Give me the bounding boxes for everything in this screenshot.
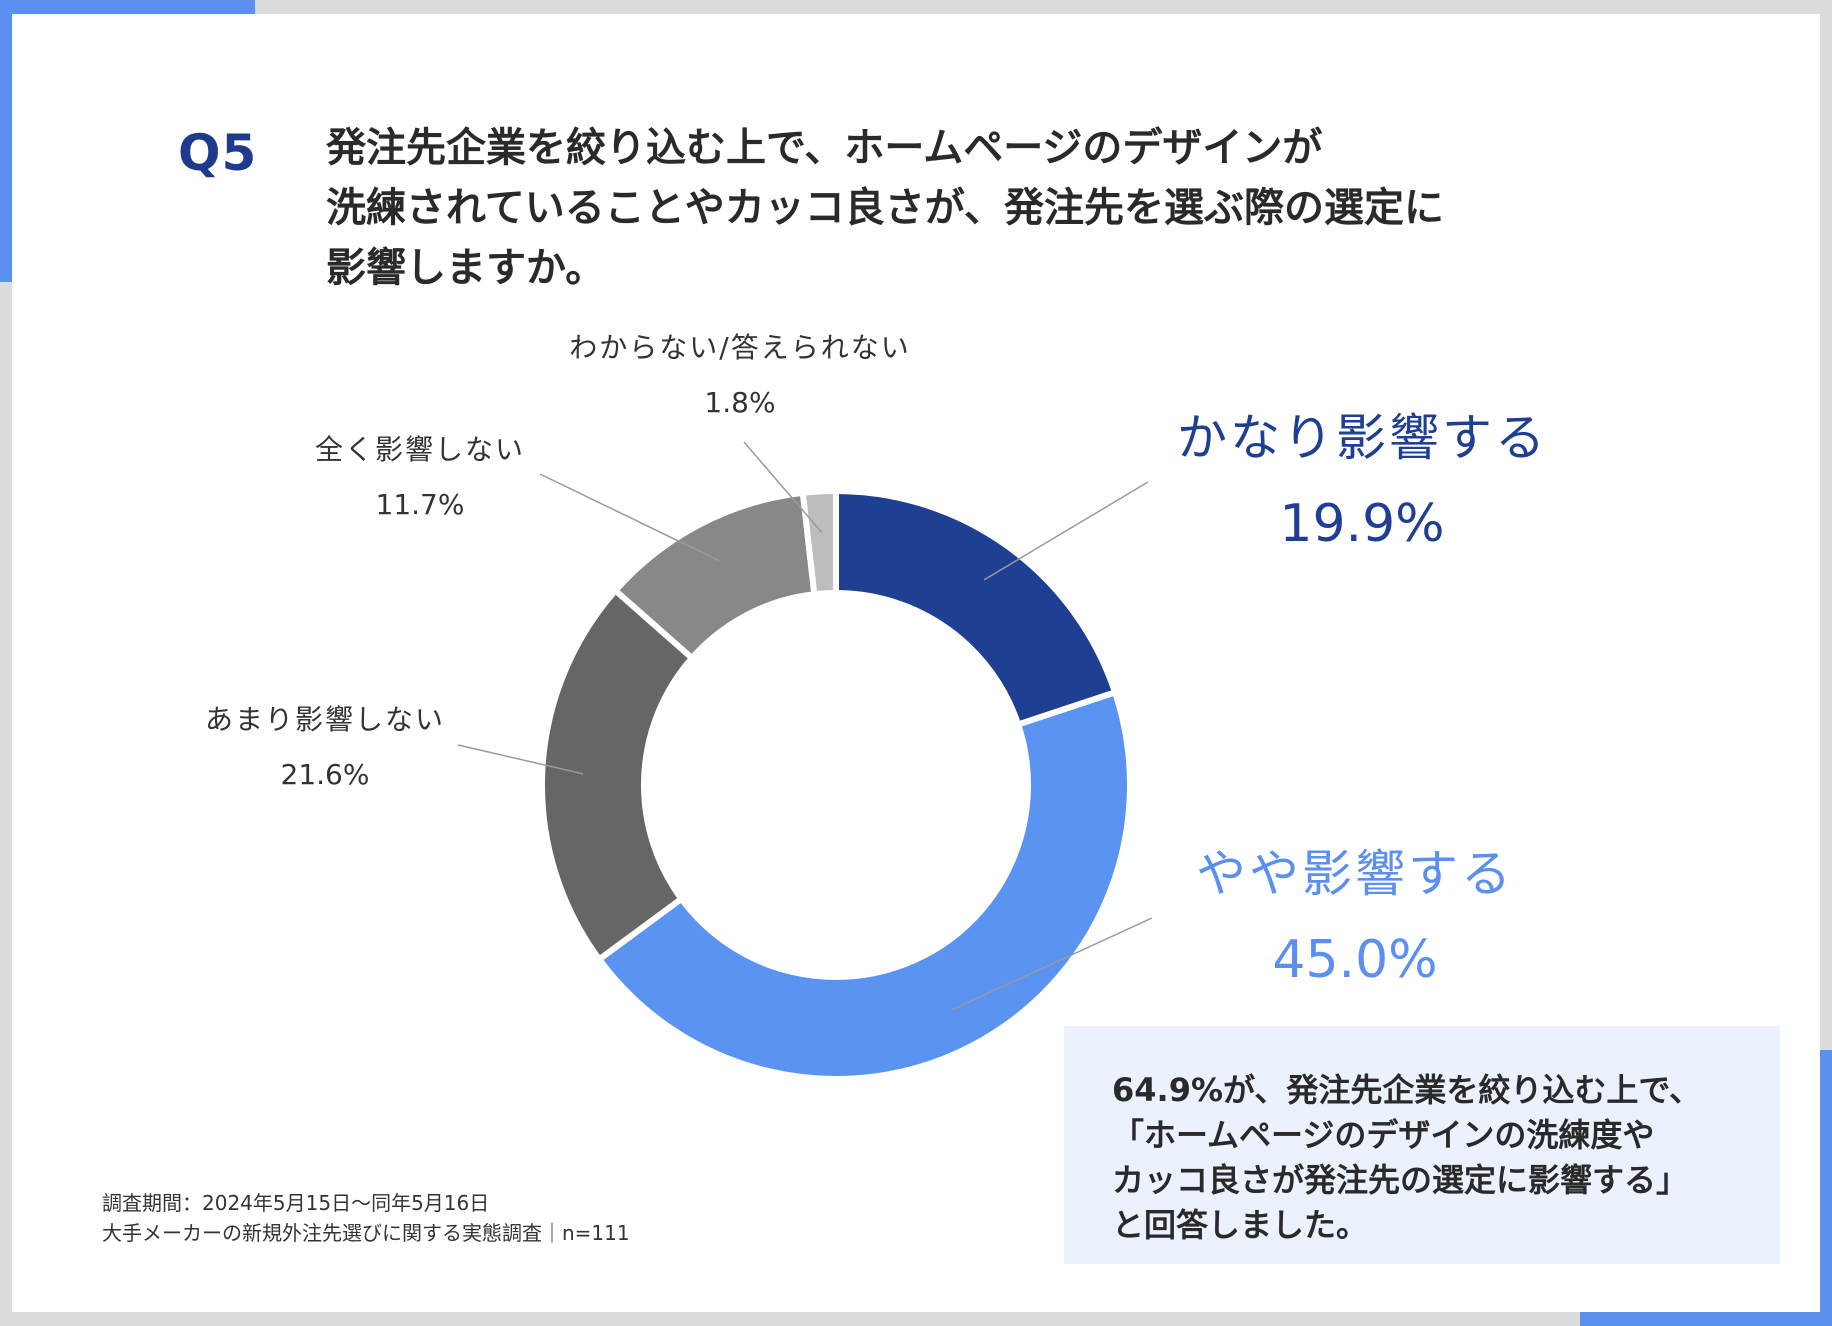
- slice-label-3: 全く影響しない 11.7%: [280, 428, 560, 521]
- slice-label-0: かなり影響する 19.9%: [1177, 398, 1547, 554]
- survey-name: 大手メーカーの新規外注先選びに関する実態調査｜n=111: [102, 1221, 630, 1245]
- slice-label-value: 19.9%: [1279, 494, 1445, 554]
- slice-label-value: 11.7%: [375, 488, 465, 521]
- summary-line: 64.9%が、発注先企業を絞り込む上で、: [1112, 1071, 1702, 1109]
- slice-label-name: 全く影響しない: [314, 433, 525, 466]
- title-line: 影響しますか。: [326, 245, 606, 291]
- summary-text: 64.9%が、発注先企業を絞り込む上で、 「ホームページのデザインの洗練度や カ…: [1112, 1068, 1701, 1248]
- slice-label-name: かなり影響する: [1177, 409, 1548, 467]
- donut-slice-1: [596, 689, 1133, 1082]
- survey-period: 調査期間：2024年5月15日～同年5月16日: [102, 1191, 490, 1215]
- leader-line-0: [983, 481, 1149, 581]
- slice-label-1: やや影響する 45.0%: [1170, 834, 1540, 990]
- donut-slice-2: [539, 587, 695, 963]
- summary-line: と回答しました。: [1112, 1206, 1369, 1244]
- question-number: Q5: [178, 124, 258, 182]
- slice-label-name: あまり影響しない: [204, 703, 445, 736]
- slice-label-value: 45.0%: [1272, 930, 1438, 990]
- slice-label-value: 1.8%: [704, 386, 776, 419]
- question-title: 発注先企業を絞り込む上で、ホームページのデザインが 洗練されていることやカッコ良…: [326, 118, 1626, 298]
- donut-slice-4: [799, 488, 839, 598]
- slice-label-2: あまり影響しない 21.6%: [180, 698, 470, 791]
- summary-box: 64.9%が、発注先企業を絞り込む上で、 「ホームページのデザインの洗練度や カ…: [1064, 1026, 1780, 1264]
- slice-label-4: わからない/答えられない 1.8%: [530, 326, 950, 419]
- slice-label-name: わからない/答えられない: [569, 331, 911, 364]
- summary-line: カッコ良さが発注先の選定に影響する」: [1112, 1161, 1689, 1199]
- slice-label-value: 21.6%: [280, 758, 370, 791]
- leader-line-1: [951, 917, 1153, 1011]
- slice-label-name: やや影響する: [1196, 845, 1514, 903]
- donut-slice-0: [833, 488, 1119, 728]
- title-line: 発注先企業を絞り込む上で、ホームページのデザインが: [326, 125, 1323, 171]
- summary-line: 「ホームページのデザインの洗練度や: [1112, 1116, 1655, 1154]
- leader-line-2: [457, 744, 584, 775]
- leader-line-4: [743, 441, 823, 533]
- footnote: 調査期間：2024年5月15日～同年5月16日 大手メーカーの新規外注先選びに関…: [102, 1188, 630, 1248]
- leader-line-3: [539, 473, 720, 562]
- title-line: 洗練されていることやカッコ良さが、発注先を選ぶ際の選定に: [326, 185, 1444, 231]
